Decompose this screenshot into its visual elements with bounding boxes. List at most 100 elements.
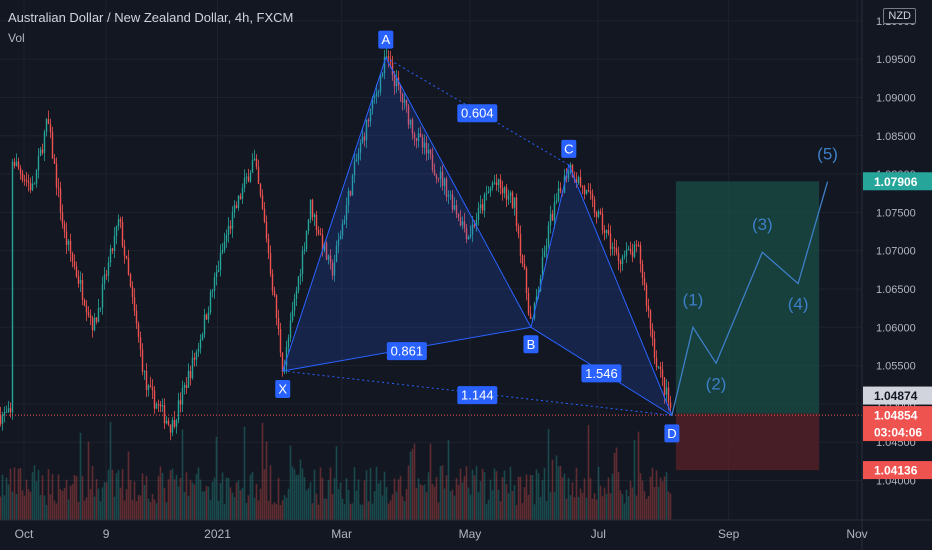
price-axis[interactable]: 1.040001.045001.050001.055001.060001.065…: [861, 0, 932, 550]
candle-body: [253, 158, 256, 161]
candle-body: [339, 235, 342, 240]
candle-body: [117, 219, 120, 227]
candle-body: [147, 385, 150, 390]
target-zone: [675, 181, 820, 414]
volume-bar: [405, 488, 408, 520]
ratio-label-text: 1.144: [461, 388, 494, 403]
candle-body: [29, 182, 32, 191]
target-price-tag-box: [863, 172, 932, 191]
pattern-leg: [530, 164, 570, 328]
volume-bar: [309, 482, 312, 520]
entry-price-tag: 1.04874: [863, 386, 932, 405]
volume-bar: [537, 473, 540, 520]
candle-body: [91, 317, 94, 331]
candle-body: [293, 298, 296, 311]
volume-bar: [277, 477, 280, 520]
candle-body: [641, 264, 644, 278]
volume-bar: [559, 465, 562, 520]
candle-body: [551, 213, 554, 221]
volume-bar: [205, 485, 208, 520]
volume-bar: [15, 494, 18, 520]
candle-body: [507, 195, 510, 200]
volume-bar: [273, 502, 276, 520]
ratio-label-box: [386, 342, 427, 361]
volume-bar: [629, 481, 632, 520]
target-price-tag: 1.07906: [863, 172, 932, 191]
volume-bar: [129, 479, 132, 520]
elliott-waves[interactable]: (1) (2) (3) (4) (5): [671, 145, 838, 416]
volume-bar: [625, 489, 628, 520]
volume-bar: [511, 491, 514, 520]
candle-body: [347, 191, 350, 205]
volume-bar: [505, 484, 508, 520]
volume-bar: [527, 494, 530, 520]
candle-body: [3, 412, 6, 415]
candle-body: [151, 387, 154, 391]
ratio-label: 0.604: [457, 104, 498, 123]
candle-body: [455, 205, 458, 215]
volume-bar: [383, 471, 386, 520]
volume-bar: [519, 476, 522, 520]
price-tick-label: 1.07000: [876, 246, 916, 258]
volume-bar: [587, 424, 590, 520]
volume-bar: [39, 495, 42, 520]
candle-body: [559, 188, 562, 191]
candle-body: [289, 320, 292, 339]
time-axis[interactable]: Oct 9 2021 Mar May Jul Sep Nov: [0, 519, 932, 541]
volume-bar: [349, 503, 352, 520]
candle-body: [179, 400, 182, 405]
point-label-d-text: D: [667, 426, 676, 441]
volume-bar: [215, 436, 218, 520]
volume-bar: [479, 481, 482, 520]
candle-body: [357, 152, 360, 160]
volume-bars: [0, 421, 672, 520]
candle-body: [373, 96, 376, 99]
volume-bar: [167, 479, 170, 520]
target-price-tag-text: 1.07906: [874, 175, 918, 189]
volume-bar: [563, 473, 566, 520]
candle-body: [457, 214, 460, 218]
volume-bar: [259, 488, 262, 520]
volume-bar: [367, 501, 370, 520]
candle-body: [113, 235, 116, 251]
volume-bar: [229, 487, 232, 520]
candle-body: [149, 385, 152, 388]
candle-body: [449, 194, 452, 196]
candle-body: [445, 178, 448, 197]
harmonic-pattern[interactable]: X A B C D 0.604 0.861 1.546 1.144: [275, 30, 680, 443]
long-position-zones[interactable]: [0, 181, 862, 471]
volume-bar: [173, 479, 176, 520]
volume-bar: [57, 474, 60, 520]
price-tick-label: 1.06000: [876, 322, 916, 334]
volume-bar: [145, 475, 148, 520]
volume-bar: [573, 497, 576, 520]
candle-body: [649, 310, 652, 329]
volume-bar: [69, 485, 72, 520]
candle-body: [155, 404, 158, 409]
volume-bar: [151, 493, 154, 520]
currency-badge[interactable]: NZD: [883, 8, 916, 24]
volume-bar: [285, 497, 288, 520]
candle-body: [621, 256, 624, 265]
volume-bar: [169, 470, 172, 520]
volume-bar: [371, 503, 374, 520]
volume-bar: [643, 491, 646, 520]
volume-bar: [103, 482, 106, 520]
volume-bar: [403, 501, 406, 520]
volume-bar: [421, 485, 424, 520]
volume-bar: [245, 502, 248, 520]
volume-bar: [47, 468, 50, 520]
candle-body: [187, 371, 190, 388]
candle-body: [333, 262, 336, 276]
candle-body: [647, 305, 650, 311]
candle-body: [279, 329, 282, 353]
candle-body: [135, 310, 138, 324]
candle-body: [131, 286, 134, 297]
candle-body: [427, 149, 430, 154]
volume-bar: [0, 496, 2, 520]
volume-bar: [237, 480, 240, 520]
candle-body: [13, 161, 16, 166]
ratio-label-text: 0.861: [391, 344, 424, 359]
wave-label: (5): [817, 145, 838, 164]
